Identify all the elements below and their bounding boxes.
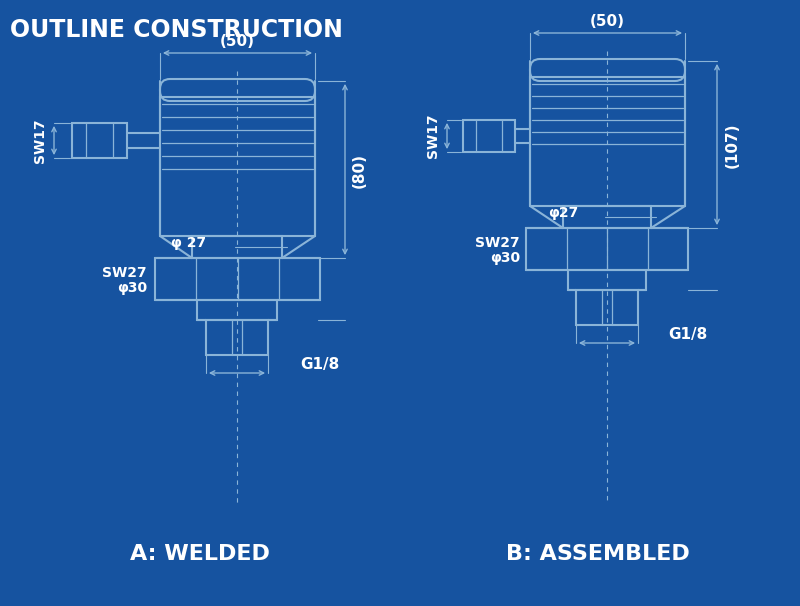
Bar (526, 228, 688, 270)
Bar (72, 123, 127, 158)
Bar (197, 300, 277, 320)
Text: G1/8: G1/8 (300, 358, 339, 373)
Text: φ27: φ27 (548, 206, 578, 220)
Text: (50): (50) (590, 13, 625, 28)
Text: B: ASSEMBLED: B: ASSEMBLED (506, 544, 690, 564)
Bar (576, 290, 638, 325)
Text: (107): (107) (725, 122, 739, 168)
Text: (80): (80) (351, 153, 366, 187)
Bar (192, 236, 282, 258)
Text: G1/8: G1/8 (668, 327, 707, 342)
Text: SW27: SW27 (102, 265, 147, 280)
Text: SW17: SW17 (426, 114, 440, 158)
Text: SW27: SW27 (475, 236, 520, 250)
Text: φ30: φ30 (117, 281, 147, 295)
Text: OUTLINE CONSTRUCTION: OUTLINE CONSTRUCTION (10, 18, 343, 42)
Text: SW17: SW17 (33, 119, 47, 163)
Text: φ30: φ30 (490, 251, 520, 265)
Bar (530, 77, 685, 206)
Bar (568, 270, 646, 290)
Bar (160, 97, 315, 236)
Bar (206, 320, 268, 355)
Text: φ 27: φ 27 (171, 236, 206, 250)
Text: A: WELDED: A: WELDED (130, 544, 270, 564)
Bar (563, 206, 651, 228)
Text: (50): (50) (219, 33, 254, 48)
Bar (155, 258, 320, 300)
Bar (463, 120, 515, 152)
